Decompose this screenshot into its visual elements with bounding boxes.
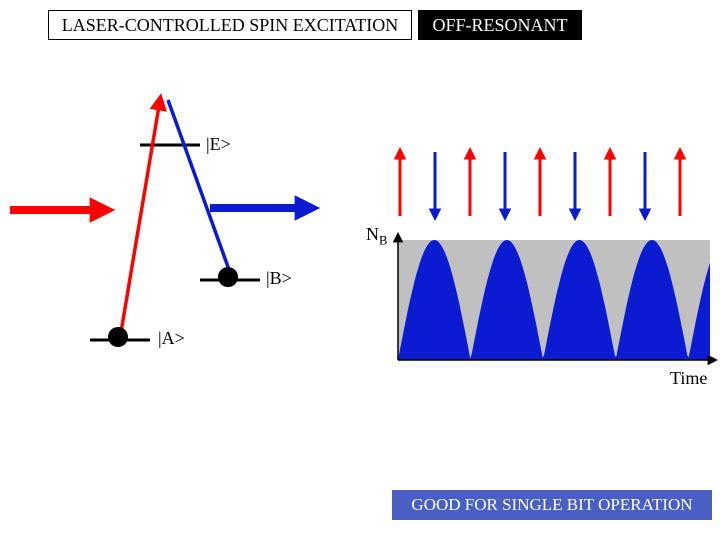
diagram-canvas (0, 0, 720, 480)
population-dot-A (108, 327, 128, 347)
population-dot-B (218, 267, 238, 287)
plot-y-label: NB (366, 224, 387, 249)
footer-text: GOOD FOR SINGLE BIT OPERATION (411, 495, 692, 515)
state-B-label: |B> (266, 268, 292, 289)
footer-box: GOOD FOR SINGLE BIT OPERATION (392, 490, 712, 520)
state-A-label: |A> (158, 328, 185, 349)
plot-x-label: Time (670, 368, 707, 389)
transition-A-E (120, 100, 160, 338)
state-E-label: |E> (206, 134, 231, 155)
transition-E-B (168, 100, 232, 278)
